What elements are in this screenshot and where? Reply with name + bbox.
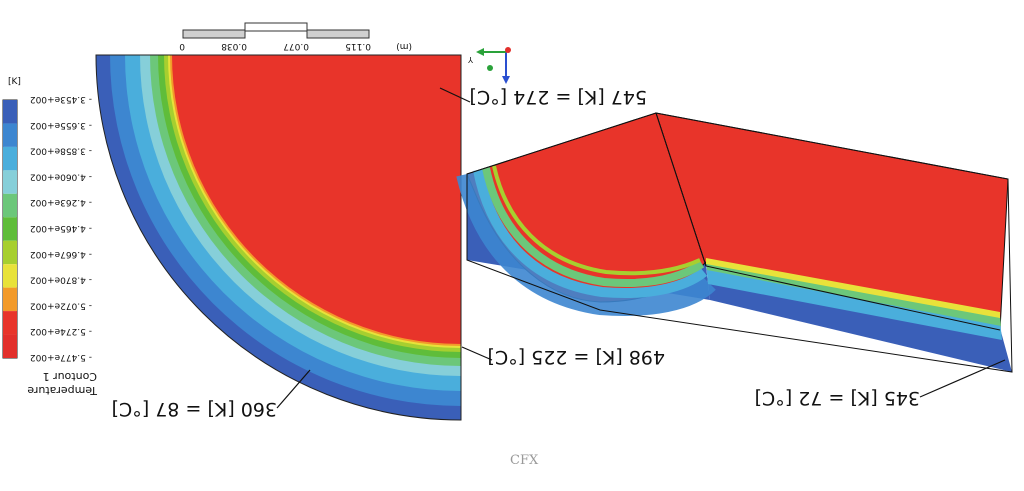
legend-tick-label: - 4.060e+002: [30, 171, 92, 181]
scale-tick-label: 0.038: [221, 41, 247, 51]
scale-tick-label: 0.077: [283, 41, 309, 51]
legend-swatch: [3, 146, 17, 171]
legend-tick-label: - 5.477e+002: [30, 352, 92, 362]
legend-swatch: [3, 334, 17, 358]
legend-tick-label: - 4.465e+002: [30, 223, 92, 233]
legend-title-1: Temperature: [27, 384, 98, 397]
legend-swatch: [3, 240, 17, 265]
annotation-top: 547 [K] = 274 [°C]: [470, 86, 648, 108]
legend-tick-label: - 5.274e+002: [30, 326, 92, 336]
legend-swatch: [3, 264, 17, 288]
legend-tick-label: - 3.655e+002: [30, 120, 92, 130]
legend-tick-label: - 4.263e+002: [30, 197, 92, 207]
legend-swatch: [3, 287, 17, 312]
color-legend: [K] - 3.453e+002 - 3.655e+002 - 3.858e+002…: [2, 77, 98, 397]
legend-unit: [K]: [8, 77, 21, 87]
legend-tick-label: - 4.870e+002: [30, 275, 92, 285]
scale-tick-label: 0.115: [345, 41, 371, 51]
scale-tick-label: 0: [179, 41, 185, 51]
axis-triad: Y: [468, 47, 511, 84]
legend-tick-label: - 3.858e+002: [30, 146, 92, 156]
legend-tick-label: - 5.072e+002: [30, 300, 92, 310]
legend-swatch: [3, 123, 17, 147]
legend-swatch: [3, 217, 17, 241]
scale-unit-label: (m): [396, 41, 412, 51]
legend-swatch: [3, 311, 17, 335]
legend-title-2: Contour 1: [43, 370, 97, 383]
annotation-mid: 498 [K] = 225 [°C]: [488, 346, 666, 368]
legend-tick-label: - 4.667e+002: [30, 249, 92, 259]
legend-swatch: [3, 193, 17, 218]
cfx-watermark: CFX: [510, 453, 539, 468]
annotation-right: 345 [K] = 72 [°C]: [755, 387, 920, 409]
annotation-left: 360 [K] = 87 [°C]: [112, 398, 277, 420]
axis-y-label: Y: [468, 55, 474, 64]
section-3d-view: [456, 112, 1013, 373]
quarter-disk-contour: [95, 54, 462, 421]
legend-tick-label: - 3.453e+002: [30, 94, 92, 104]
legend-swatch: [3, 170, 17, 194]
scale-bar: 0 0.038 0.077 0.115 (m): [179, 22, 412, 51]
legend-swatch: [3, 100, 17, 124]
